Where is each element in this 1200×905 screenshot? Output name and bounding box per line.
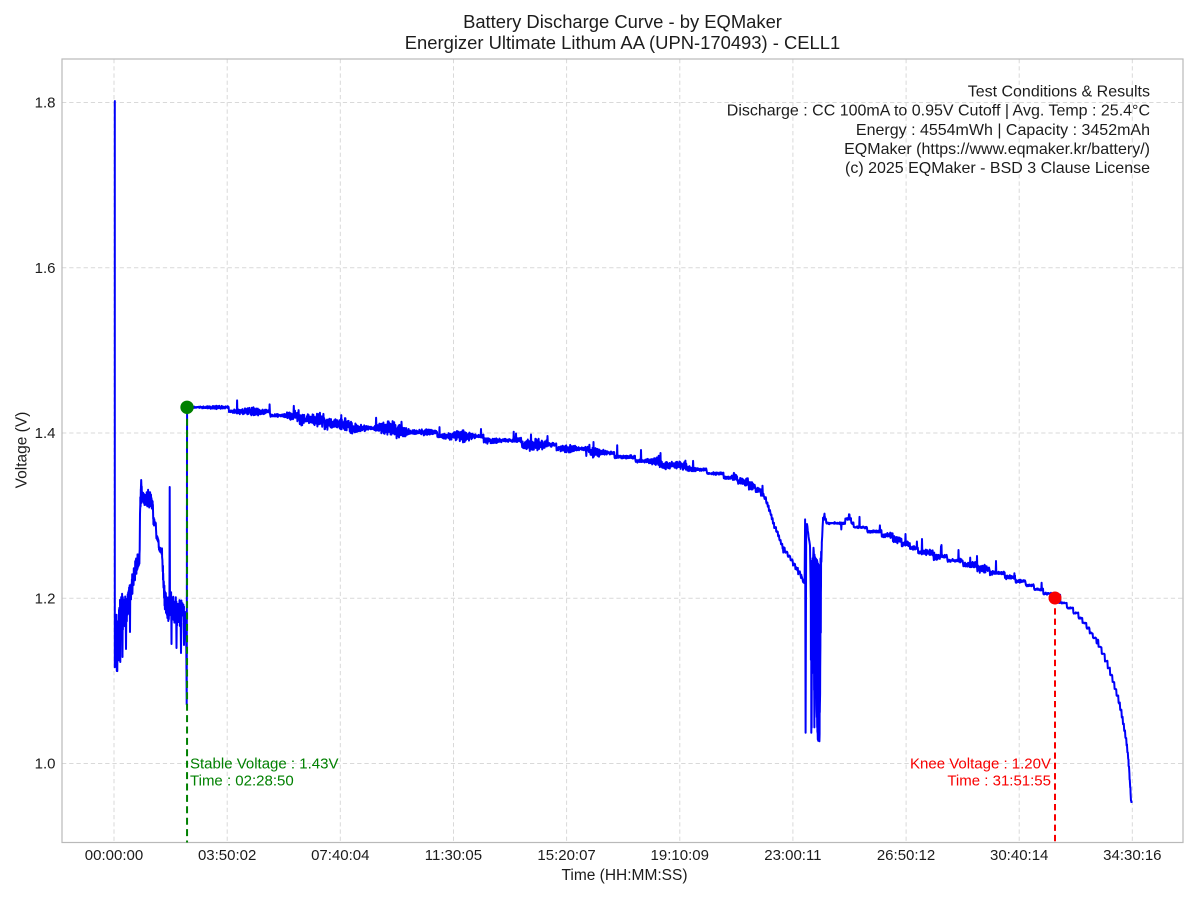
svg-text:11:30:05: 11:30:05 bbox=[425, 847, 482, 864]
svg-text:Time : 31:51:55: Time : 31:51:55 bbox=[947, 773, 1051, 790]
svg-text:Voltage (V): Voltage (V) bbox=[14, 412, 31, 489]
svg-text:Battery Discharge Curve - by E: Battery Discharge Curve - by EQMaker bbox=[463, 11, 782, 32]
svg-text:Test Conditions & Results: Test Conditions & Results bbox=[968, 83, 1150, 100]
svg-text:EQMaker (https://www.eqmaker.k: EQMaker (https://www.eqmaker.kr/battery/… bbox=[844, 141, 1150, 158]
svg-text:15:20:07: 15:20:07 bbox=[537, 847, 595, 864]
svg-text:Discharge : CC 100mA to 0.95V: Discharge : CC 100mA to 0.95V Cutoff | A… bbox=[727, 103, 1150, 120]
svg-text:1.0: 1.0 bbox=[35, 756, 56, 773]
svg-text:Time (HH:MM:SS): Time (HH:MM:SS) bbox=[562, 867, 688, 884]
svg-text:19:10:09: 19:10:09 bbox=[651, 847, 709, 864]
svg-text:Energizer Ultimate Lithum AA (: Energizer Ultimate Lithum AA (UPN-170493… bbox=[405, 32, 840, 53]
svg-text:Energy : 4554mWh | Capacity :: Energy : 4554mWh | Capacity : 3452mAh bbox=[856, 122, 1150, 139]
svg-text:00:00:00: 00:00:00 bbox=[85, 847, 143, 864]
svg-text:26:50:12: 26:50:12 bbox=[877, 847, 935, 864]
svg-text:03:50:02: 03:50:02 bbox=[198, 847, 256, 864]
svg-text:23:00:11: 23:00:11 bbox=[764, 847, 821, 864]
svg-text:Knee Voltage : 1.20V: Knee Voltage : 1.20V bbox=[910, 756, 1051, 773]
svg-text:1.6: 1.6 bbox=[35, 260, 56, 277]
svg-text:1.8: 1.8 bbox=[35, 95, 56, 112]
svg-text:Time : 02:28:50: Time : 02:28:50 bbox=[190, 773, 294, 790]
svg-text:1.4: 1.4 bbox=[35, 425, 56, 442]
svg-text:Stable Voltage : 1.43V: Stable Voltage : 1.43V bbox=[190, 756, 338, 773]
svg-text:(c) 2025 EQMaker - BSD 3 Claus: (c) 2025 EQMaker - BSD 3 Clause License bbox=[845, 160, 1150, 177]
svg-text:30:40:14: 30:40:14 bbox=[990, 847, 1048, 864]
svg-text:1.2: 1.2 bbox=[35, 590, 56, 607]
svg-text:34:30:16: 34:30:16 bbox=[1103, 847, 1161, 864]
svg-text:07:40:04: 07:40:04 bbox=[311, 847, 369, 864]
